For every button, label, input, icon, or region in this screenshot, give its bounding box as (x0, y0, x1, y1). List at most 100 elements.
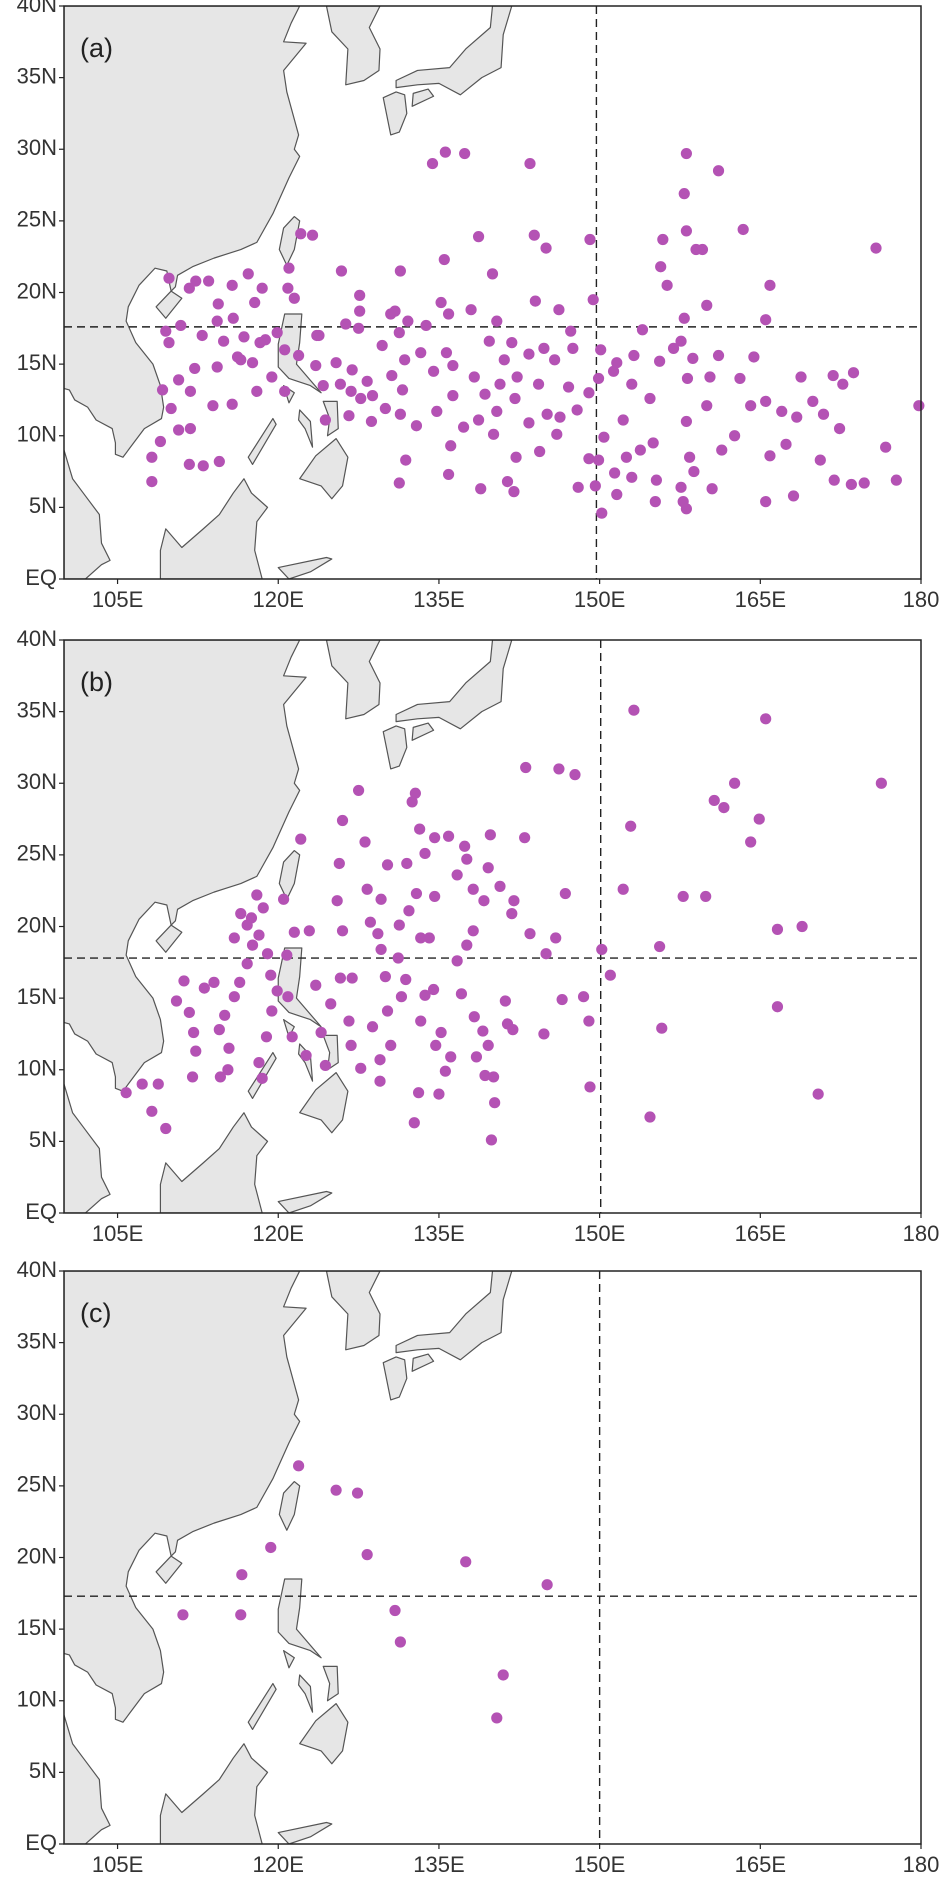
data-point (737, 223, 749, 236)
data-point (459, 840, 471, 852)
data-point (700, 890, 712, 903)
data-point (279, 344, 291, 356)
x-tick-label: 135E (413, 1852, 464, 1877)
data-point (760, 395, 772, 407)
y-tick-label: 30N (17, 1400, 57, 1425)
data-point (372, 928, 384, 940)
data-point (154, 435, 167, 448)
data-point (833, 422, 846, 435)
data-point (260, 1031, 273, 1043)
data-point (403, 905, 415, 917)
x-tick-label: 105E (92, 587, 143, 612)
data-point (227, 312, 239, 324)
data-point (524, 928, 536, 940)
data-point (764, 450, 776, 462)
data-point (400, 973, 412, 986)
data-point (472, 414, 485, 426)
data-point (293, 349, 305, 362)
data-point (359, 836, 371, 848)
data-point (374, 1075, 386, 1087)
data-point (764, 279, 776, 291)
y-tick-label: EQ (25, 565, 57, 590)
data-point (583, 1015, 595, 1027)
data-point (712, 165, 725, 177)
data-point (583, 453, 595, 465)
data-point (228, 991, 240, 1003)
data-point (214, 1071, 227, 1083)
data-point (913, 400, 925, 412)
y-tick-label: 5N (29, 1127, 57, 1152)
data-point (649, 496, 661, 508)
data-point (523, 348, 535, 360)
data-point (508, 895, 520, 907)
data-point (812, 1088, 824, 1100)
data-point (399, 354, 411, 366)
data-point (346, 972, 358, 984)
data-point (445, 440, 457, 452)
data-point (497, 1669, 509, 1681)
data-point (499, 995, 511, 1007)
data-point (173, 374, 185, 386)
data-point (577, 991, 590, 1003)
data-point (661, 279, 673, 291)
data-point (226, 279, 238, 291)
data-point (654, 940, 666, 953)
data-point (306, 229, 319, 241)
x-tick-label: 105E (92, 1852, 143, 1877)
data-point (791, 411, 803, 423)
data-point (178, 975, 190, 987)
data-point (219, 1009, 231, 1021)
data-point (538, 1028, 550, 1040)
data-point (447, 359, 459, 372)
y-tick-label: 40N (17, 626, 57, 651)
data-point (271, 327, 283, 339)
data-point (393, 919, 405, 931)
data-point (336, 925, 349, 937)
data-point (467, 883, 479, 895)
data-point (628, 704, 640, 716)
data-point (334, 378, 346, 390)
data-point (146, 1105, 158, 1117)
data-point (442, 308, 455, 320)
data-point (394, 1636, 406, 1648)
data-point (562, 381, 575, 393)
data-point (617, 883, 629, 895)
data-point (389, 305, 401, 317)
data-point (553, 304, 565, 316)
data-point (604, 969, 616, 981)
data-point (261, 948, 274, 960)
data-point (880, 441, 892, 453)
data-point (419, 847, 431, 860)
data-point (712, 349, 725, 362)
data-point (184, 385, 197, 397)
data-point (787, 490, 800, 502)
data-point (393, 477, 405, 489)
data-point (238, 331, 250, 343)
data-point (470, 1051, 483, 1063)
data-point (479, 388, 491, 400)
data-point (313, 329, 325, 342)
data-point (501, 475, 514, 488)
data-point (265, 1541, 277, 1554)
data-point (478, 895, 490, 907)
data-point (319, 414, 331, 426)
y-tick-label: 40N (17, 1257, 57, 1282)
data-point (170, 995, 183, 1007)
data-point (704, 371, 716, 383)
data-point (246, 939, 259, 951)
data-point (611, 357, 623, 369)
data-point (293, 1460, 305, 1472)
data-point (256, 282, 268, 294)
data-point (677, 890, 689, 903)
data-point (460, 1556, 472, 1568)
data-point (152, 1078, 164, 1090)
data-point (354, 289, 366, 301)
data-point (675, 335, 687, 347)
data-point (760, 496, 772, 508)
y-tick-label: 5N (29, 493, 57, 518)
data-point (509, 392, 521, 405)
data-point (571, 404, 583, 416)
data-point (528, 229, 540, 241)
data-point (760, 713, 772, 725)
